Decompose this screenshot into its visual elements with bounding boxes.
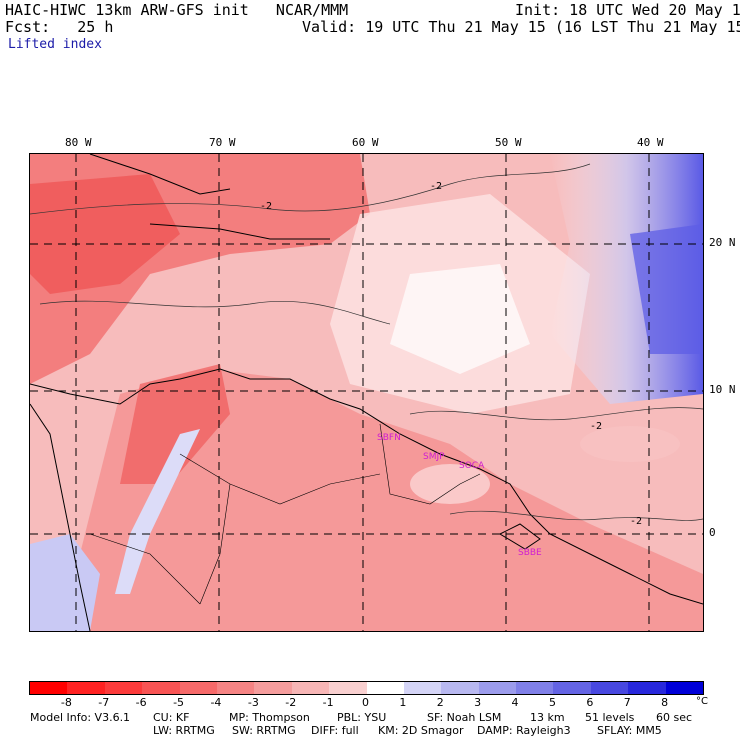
footer-cumulus: CU: KF <box>153 711 190 724</box>
field-south-america <box>80 369 703 631</box>
footer-pbl: PBL: YSU <box>337 711 387 724</box>
coastline-cuba <box>89 154 231 195</box>
border <box>179 453 381 505</box>
colorbar-unit: °C <box>696 696 708 707</box>
lon-label-80w: 80 W <box>65 136 92 149</box>
colorbar-segment <box>104 682 143 694</box>
coastline-hispaniola-pr <box>149 223 330 240</box>
colorbar-tick-label: 7 <box>623 696 631 709</box>
coastline-pacific <box>30 403 91 631</box>
contour-label: -2 <box>260 201 272 212</box>
colorbar-tick-label: 4 <box>511 696 519 709</box>
lat-lon-grid <box>30 154 703 631</box>
field-pacific-positive <box>30 534 100 631</box>
lat-label-0: 0 <box>709 526 716 539</box>
footer-resolution: 13 km <box>530 711 565 724</box>
footer-shortwave: SW: RRTMG <box>232 724 296 737</box>
lon-label-60w: 60 W <box>352 136 379 149</box>
field-valley-positive <box>115 429 200 594</box>
colorbar-tick-label: -1 <box>322 696 334 709</box>
coastline-south-america-north <box>30 368 703 605</box>
lat-label-20n: 20 N <box>709 236 736 249</box>
station-label: SMJP <box>423 452 445 462</box>
contour-line <box>39 300 391 325</box>
colorbar-segment <box>590 682 629 694</box>
lon-label-40w: 40 W <box>637 136 664 149</box>
field-strong-positive <box>630 224 703 354</box>
forecast-hour: Fcst: 25 h <box>5 18 114 36</box>
contour-label: -2 <box>590 421 602 432</box>
field-name: Lifted index <box>8 37 102 52</box>
footer-km: KM: 2D Smagor <box>378 724 464 737</box>
colorbar-tick-label: 3 <box>474 696 482 709</box>
border <box>379 423 481 505</box>
field-zero <box>390 264 530 374</box>
field-andes-negative <box>120 364 230 484</box>
colorbar-tick-label: -7 <box>98 696 110 709</box>
border <box>199 483 231 605</box>
lon-label-70w: 70 W <box>209 136 236 149</box>
station-label: SBBE <box>518 548 542 558</box>
colorbar-segment <box>254 682 292 694</box>
coastline-marajo <box>498 523 541 550</box>
colorbar <box>29 681 704 695</box>
colorbar-segment <box>628 682 666 694</box>
field-patch <box>580 426 680 462</box>
contour-line <box>30 163 591 215</box>
colorbar-tick-label: 8 <box>661 696 669 709</box>
lat-label-10n: 10 N <box>709 383 736 396</box>
colorbar-segment <box>291 682 330 694</box>
colorbar-segment <box>441 682 479 694</box>
contour-line <box>409 407 703 421</box>
colorbar-segment <box>142 682 180 694</box>
colorbar-tick-label: 0 <box>362 696 369 709</box>
colorbar-segment <box>329 682 367 694</box>
border <box>89 533 201 605</box>
contour-labels: -2 -2 -2 -2 <box>260 181 642 527</box>
colorbar-segment <box>366 682 404 694</box>
footer-microphysics: MP: Thompson <box>229 711 310 724</box>
colorbar-tick-label: 1 <box>399 696 407 709</box>
footer-model-version: Model Info: V3.6.1 <box>30 711 131 724</box>
colorbar-segment <box>478 682 517 694</box>
init-time: Init: 18 UTC Wed 20 May 15 <box>515 1 740 19</box>
contour-label: -2 <box>630 516 642 527</box>
colorbar-segment <box>179 682 217 694</box>
colorbar-segment <box>30 682 68 694</box>
colorbar-segment <box>553 682 591 694</box>
footer-timestep: 60 sec <box>656 711 693 724</box>
colorbar-tick-label: -3 <box>247 696 259 709</box>
borders <box>89 423 481 605</box>
footer-damping: DAMP: Rayleigh3 <box>477 724 571 737</box>
colorbar-tick-label: -4 <box>210 696 222 709</box>
contours <box>30 163 703 521</box>
colorbar-tick-label: -6 <box>135 696 147 709</box>
colorbar-segment <box>516 682 554 694</box>
footer-surface: SF: Noah LSM <box>427 711 502 724</box>
colorbar-tick-label: -8 <box>60 696 72 709</box>
colorbar-tick-label: 5 <box>548 696 556 709</box>
colorbar-segment <box>67 682 105 694</box>
lon-label-50w: 50 W <box>495 136 522 149</box>
footer-longwave: LW: RRTMG <box>153 724 215 737</box>
contour-label: -2 <box>430 181 442 192</box>
coastlines <box>30 154 703 631</box>
station-label: SOCA <box>459 461 485 471</box>
model-title: HAIC-HIWC 13km ARW-GFS init NCAR/MMM <box>5 1 349 19</box>
footer-surface-layer: SFLAY: MM5 <box>597 724 662 737</box>
colorbar-tick-label: 2 <box>436 696 444 709</box>
footer-levels: 51 levels <box>585 711 635 724</box>
colorbar-tick-label: -5 <box>173 696 185 709</box>
colorbar-segment <box>403 682 442 694</box>
contour-line <box>449 510 703 521</box>
colorbar-segment <box>665 682 704 694</box>
footer-diffusion: DIFF: full <box>311 724 359 737</box>
lifted-index-map[interactable]: -2 -2 -2 -2 <box>29 153 704 632</box>
colorbar-tick-label: -2 <box>285 696 297 709</box>
station-label: SBFN <box>377 433 401 443</box>
colorbar-tick-label: 6 <box>586 696 594 709</box>
field-patch <box>410 464 490 504</box>
valid-time: Valid: 19 UTC Thu 21 May 15 (16 LST Thu … <box>302 18 740 36</box>
colorbar-segment <box>216 682 255 694</box>
